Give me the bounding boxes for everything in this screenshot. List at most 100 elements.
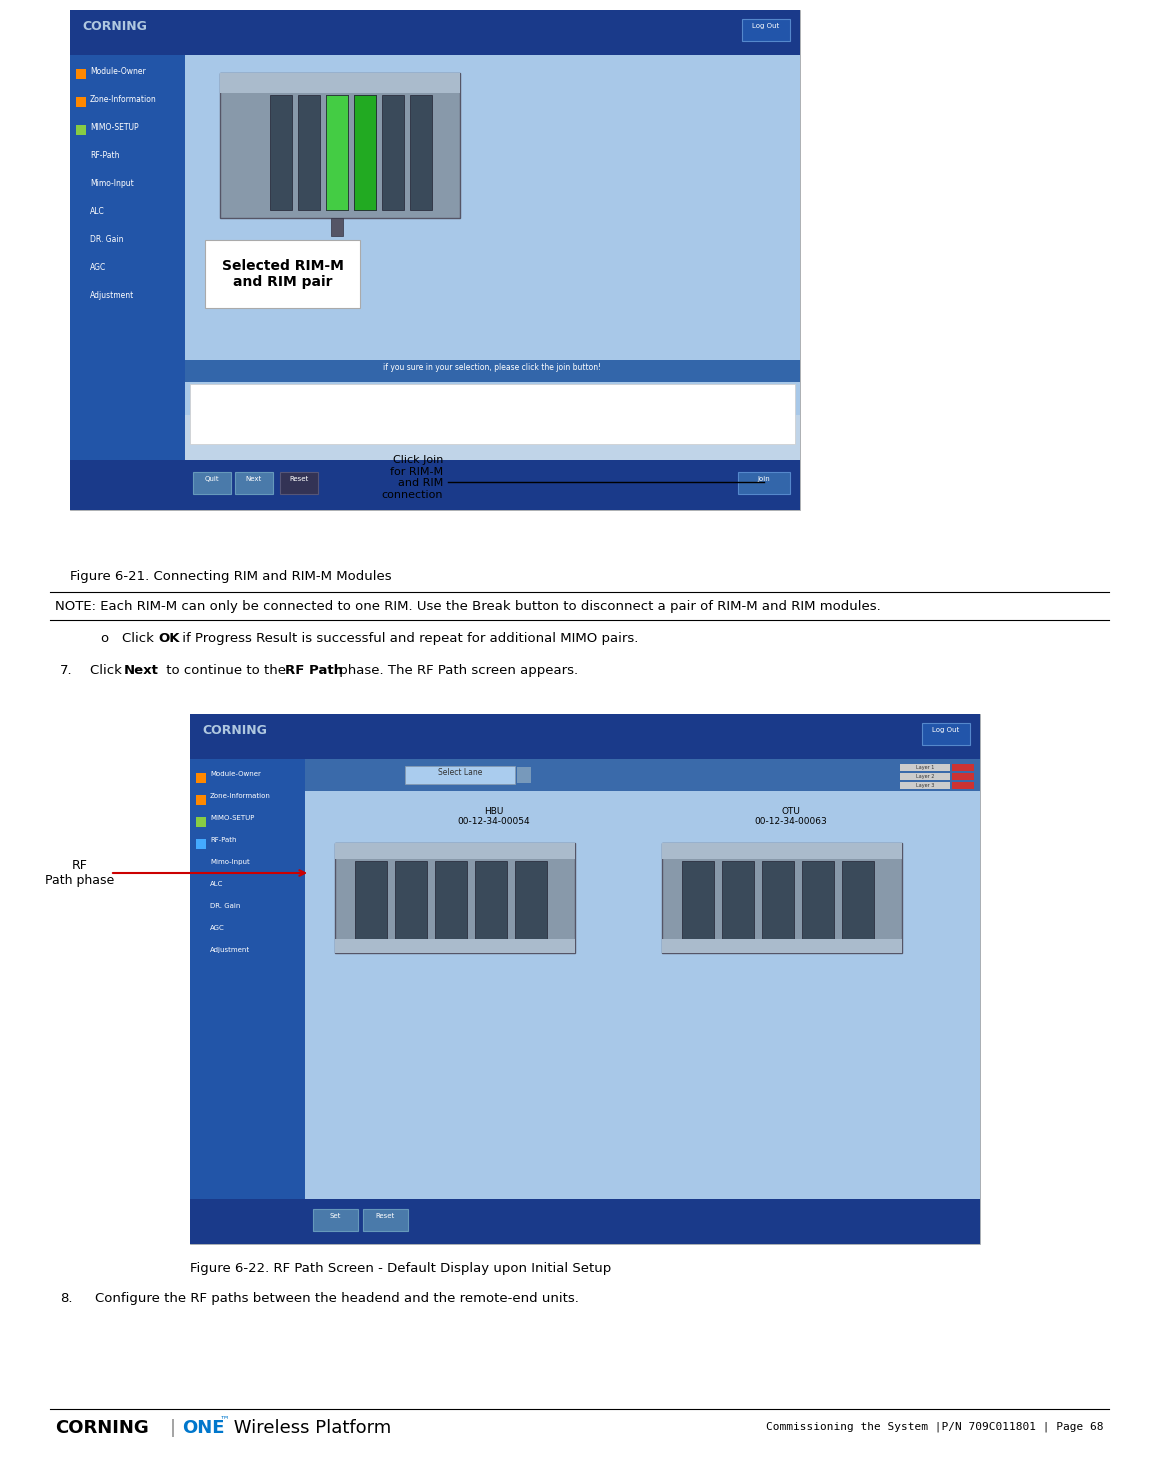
Bar — [662, 843, 902, 859]
Bar — [901, 782, 950, 789]
Text: Adjustment: Adjustment — [90, 291, 134, 300]
Text: Reset: Reset — [290, 476, 308, 482]
Bar — [190, 383, 795, 444]
Text: Commissioning the System |P/N 709C011801 | Page 68: Commissioning the System |P/N 709C011801… — [766, 1422, 1105, 1432]
Bar — [76, 125, 86, 135]
Bar — [70, 10, 800, 510]
Text: MIMO-SETUP: MIMO-SETUP — [90, 123, 139, 132]
Text: Mimo-Input: Mimo-Input — [210, 859, 249, 865]
Text: Layer 1: Layer 1 — [916, 764, 934, 770]
Bar — [313, 1209, 358, 1231]
Text: Click Join
for RIM-M
and RIM
connection: Click Join for RIM-M and RIM connection — [381, 455, 443, 499]
Bar — [382, 95, 404, 210]
Text: OK: OK — [158, 632, 180, 645]
Bar — [952, 764, 974, 771]
Text: Module-Owner: Module-Owner — [210, 771, 261, 777]
Text: DR. Gain: DR. Gain — [90, 235, 124, 244]
Bar — [185, 360, 800, 382]
Bar — [662, 843, 902, 953]
Text: Configure the RF paths between the headend and the remote-end units.: Configure the RF paths between the heade… — [95, 1293, 578, 1304]
Bar — [662, 939, 902, 953]
Bar — [70, 460, 800, 510]
Text: Mimo-Input: Mimo-Input — [90, 179, 133, 188]
Text: Next: Next — [246, 476, 262, 482]
Bar — [270, 95, 292, 210]
Bar — [738, 472, 790, 494]
Text: 8.: 8. — [60, 1293, 73, 1304]
Text: RF-Path: RF-Path — [210, 837, 236, 843]
Text: MIMO-SETUP: MIMO-SETUP — [210, 815, 254, 821]
Text: AGC: AGC — [210, 925, 225, 931]
Bar — [363, 1209, 408, 1231]
Text: |: | — [170, 1419, 176, 1437]
Text: Figure 6-22. RF Path Screen - Default Display upon Initial Setup: Figure 6-22. RF Path Screen - Default Di… — [190, 1262, 611, 1275]
Bar — [901, 773, 950, 780]
Bar — [196, 795, 206, 805]
Text: OTU
00-12-34-00063: OTU 00-12-34-00063 — [755, 806, 828, 827]
Bar — [802, 861, 834, 945]
Text: Adjustment: Adjustment — [210, 948, 250, 953]
Text: Zone-Information: Zone-Information — [90, 95, 156, 104]
Bar — [196, 839, 206, 849]
Bar — [841, 861, 874, 945]
Bar — [220, 73, 460, 93]
Bar — [335, 843, 575, 953]
Bar — [515, 861, 547, 945]
Text: to continue to the: to continue to the — [162, 664, 290, 677]
Bar — [298, 95, 320, 210]
Bar — [194, 472, 231, 494]
Bar — [435, 861, 467, 945]
Bar — [353, 95, 376, 210]
Text: DR. Gain: DR. Gain — [210, 903, 240, 909]
Bar — [76, 69, 86, 79]
Text: Module-Owner: Module-Owner — [90, 68, 146, 76]
Text: ™: ™ — [220, 1415, 229, 1423]
Text: 7.: 7. — [60, 664, 73, 677]
Bar — [681, 861, 714, 945]
Bar — [280, 472, 318, 494]
Bar — [305, 790, 981, 1244]
Text: Layer 3: Layer 3 — [916, 783, 934, 787]
Text: Quit: Quit — [205, 476, 219, 482]
Text: Join: Join — [758, 476, 771, 482]
Bar — [196, 817, 206, 827]
Text: Reset: Reset — [376, 1213, 394, 1219]
Text: Log Out: Log Out — [752, 24, 780, 29]
Bar — [923, 723, 970, 745]
Bar — [185, 54, 800, 416]
Text: Log Out: Log Out — [932, 727, 960, 733]
Bar — [326, 95, 348, 210]
Bar — [901, 764, 950, 771]
Bar — [353, 95, 376, 210]
Bar — [305, 759, 981, 790]
Bar — [761, 861, 794, 945]
Bar — [235, 472, 274, 494]
Bar — [742, 19, 790, 41]
Text: HBU
00-12-34-00054: HBU 00-12-34-00054 — [458, 806, 531, 827]
Bar — [220, 73, 460, 217]
Text: o: o — [100, 632, 108, 645]
Text: Wireless Platform: Wireless Platform — [228, 1419, 392, 1437]
Text: ALC: ALC — [90, 207, 104, 216]
Text: Select Lane: Select Lane — [438, 768, 482, 777]
Text: CORNING: CORNING — [202, 724, 267, 737]
Bar — [331, 217, 343, 237]
Bar — [70, 54, 185, 510]
Bar — [190, 714, 981, 1244]
Text: RF
Path phase: RF Path phase — [45, 859, 115, 887]
Bar — [952, 782, 974, 789]
Bar — [70, 10, 800, 54]
Text: RF-Path: RF-Path — [90, 151, 119, 160]
Bar — [355, 861, 387, 945]
Bar — [475, 861, 506, 945]
Bar — [404, 765, 515, 784]
Bar — [190, 714, 981, 759]
Text: CORNING: CORNING — [82, 21, 147, 32]
Text: if Progress Result is successful and repeat for additional MIMO pairs.: if Progress Result is successful and rep… — [178, 632, 639, 645]
Bar — [205, 239, 360, 308]
Bar — [326, 95, 348, 210]
Bar — [190, 1199, 981, 1244]
Text: Click: Click — [122, 632, 158, 645]
Text: NOTE: Each RIM-M can only be connected to one RIM. Use the Break button to disco: NOTE: Each RIM-M can only be connected t… — [54, 599, 881, 613]
Text: if you sure in your selection, please click the join button!: if you sure in your selection, please cl… — [382, 363, 602, 372]
